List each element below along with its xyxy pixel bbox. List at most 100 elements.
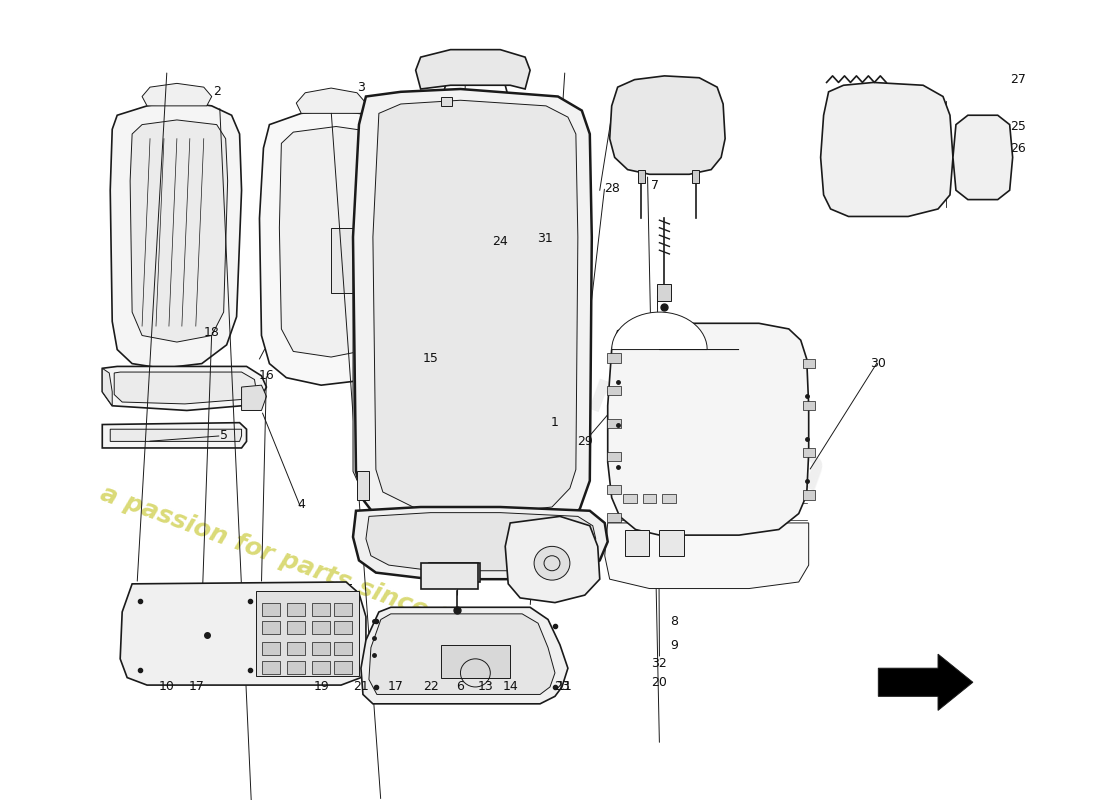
- Polygon shape: [353, 507, 607, 579]
- Polygon shape: [953, 115, 1013, 199]
- Bar: [803, 401, 815, 410]
- Bar: [312, 602, 330, 616]
- Polygon shape: [242, 385, 266, 410]
- Bar: [263, 642, 280, 655]
- Text: 2: 2: [212, 86, 221, 98]
- Polygon shape: [605, 523, 808, 589]
- Polygon shape: [102, 422, 246, 448]
- Polygon shape: [692, 170, 700, 182]
- Bar: [312, 642, 330, 655]
- Polygon shape: [256, 591, 359, 676]
- Bar: [607, 452, 620, 461]
- Text: 3: 3: [358, 81, 365, 94]
- Text: 1: 1: [551, 416, 559, 429]
- Bar: [287, 602, 305, 616]
- Text: 19: 19: [314, 681, 329, 694]
- Bar: [263, 602, 280, 616]
- Polygon shape: [441, 645, 510, 678]
- Bar: [334, 661, 352, 674]
- Bar: [287, 622, 305, 634]
- Text: 13: 13: [477, 681, 493, 694]
- Text: 10: 10: [160, 681, 175, 694]
- Bar: [287, 642, 305, 655]
- Polygon shape: [142, 83, 211, 106]
- Polygon shape: [420, 563, 478, 589]
- Polygon shape: [505, 516, 600, 602]
- Text: 17: 17: [189, 681, 205, 694]
- Bar: [662, 494, 676, 503]
- Polygon shape: [114, 372, 256, 404]
- Bar: [334, 622, 352, 634]
- Bar: [334, 642, 352, 655]
- Polygon shape: [625, 530, 649, 556]
- Bar: [312, 622, 330, 634]
- Bar: [803, 359, 815, 368]
- Text: 25: 25: [1010, 120, 1025, 133]
- Polygon shape: [130, 120, 228, 342]
- Polygon shape: [102, 366, 266, 410]
- Text: 27: 27: [1010, 73, 1025, 86]
- Text: 20: 20: [651, 676, 668, 689]
- Text: 9: 9: [670, 639, 679, 652]
- Bar: [607, 419, 620, 428]
- Polygon shape: [429, 563, 481, 582]
- Polygon shape: [110, 101, 242, 368]
- Polygon shape: [821, 82, 953, 217]
- Text: 11: 11: [557, 681, 573, 694]
- Text: 30: 30: [870, 357, 887, 370]
- Polygon shape: [368, 614, 556, 694]
- Text: 22: 22: [422, 681, 439, 694]
- Polygon shape: [102, 368, 112, 406]
- Text: 21: 21: [353, 681, 369, 694]
- Polygon shape: [120, 582, 366, 685]
- Text: 26: 26: [1010, 142, 1025, 154]
- Bar: [642, 494, 657, 503]
- Polygon shape: [358, 471, 368, 499]
- Text: 28: 28: [604, 182, 619, 195]
- Text: 17: 17: [388, 681, 404, 694]
- Polygon shape: [373, 100, 578, 513]
- Text: a passion for parts since 1985: a passion for parts since 1985: [97, 481, 505, 649]
- Text: 32: 32: [651, 657, 668, 670]
- Bar: [607, 386, 620, 395]
- Polygon shape: [607, 323, 808, 535]
- Polygon shape: [658, 284, 671, 301]
- Polygon shape: [366, 513, 596, 570]
- Text: 5: 5: [220, 430, 228, 442]
- Bar: [623, 494, 637, 503]
- Polygon shape: [612, 312, 739, 350]
- Polygon shape: [353, 89, 592, 539]
- Text: 29: 29: [576, 435, 593, 448]
- Polygon shape: [331, 228, 366, 294]
- Polygon shape: [296, 88, 366, 114]
- Text: eurocarparts.com: eurocarparts.com: [266, 251, 834, 504]
- Text: 18: 18: [204, 326, 220, 339]
- Polygon shape: [441, 97, 452, 106]
- Bar: [263, 622, 280, 634]
- Polygon shape: [878, 654, 972, 710]
- Text: 6: 6: [456, 681, 464, 694]
- Bar: [803, 448, 815, 458]
- Circle shape: [535, 546, 570, 580]
- Polygon shape: [609, 76, 725, 174]
- Bar: [607, 354, 620, 362]
- Bar: [263, 661, 280, 674]
- Polygon shape: [638, 170, 645, 182]
- Bar: [803, 490, 815, 499]
- Text: 31: 31: [537, 233, 553, 246]
- Text: 23: 23: [554, 681, 570, 694]
- Bar: [607, 485, 620, 494]
- Text: 8: 8: [670, 615, 679, 628]
- Polygon shape: [416, 50, 530, 89]
- Bar: [287, 661, 305, 674]
- Polygon shape: [110, 430, 242, 442]
- Text: 15: 15: [422, 353, 439, 366]
- Polygon shape: [260, 110, 396, 385]
- Polygon shape: [361, 607, 568, 704]
- Text: 16: 16: [258, 370, 274, 382]
- Polygon shape: [659, 530, 684, 556]
- Bar: [334, 602, 352, 616]
- Text: 24: 24: [493, 235, 508, 248]
- Text: 7: 7: [651, 179, 660, 192]
- Bar: [312, 661, 330, 674]
